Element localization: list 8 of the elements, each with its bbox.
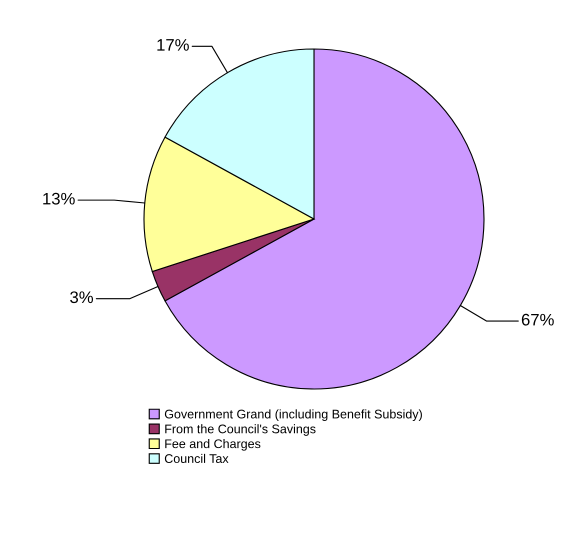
- data-label: 13%: [43, 192, 75, 205]
- data-label: 17%: [157, 39, 189, 51]
- data-label: 3%: [70, 291, 93, 304]
- legend-label: Government Grand (including Benefit Subsidy): [164, 409, 422, 421]
- legend-label: From the Council's Savings: [165, 424, 316, 436]
- data-label: 67%: [522, 314, 554, 326]
- legend-label: Fee and Charges: [165, 439, 260, 451]
- legend-label: Council Tax: [164, 454, 229, 464]
